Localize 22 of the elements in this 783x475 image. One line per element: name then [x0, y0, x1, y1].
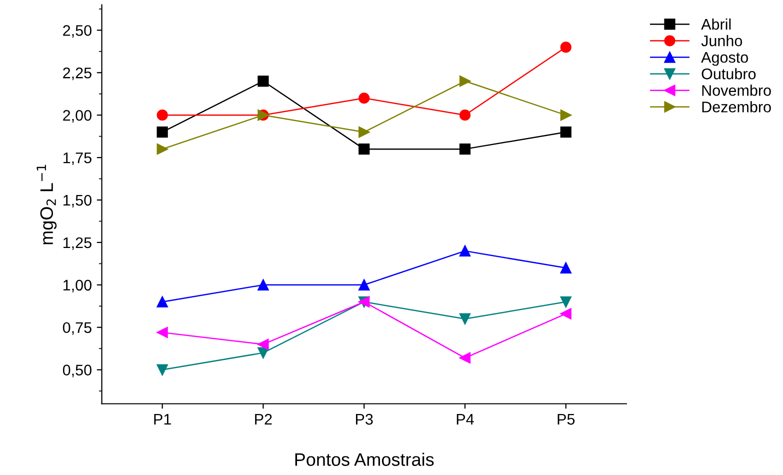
y-tick-label: 1,75	[64, 152, 92, 166]
legend-label: Dezembro	[702, 101, 771, 112]
legend-label: Abril	[701, 18, 731, 30]
legend-label: Novembro	[702, 84, 771, 96]
legend-label: Junho	[701, 35, 742, 46]
legend-label: Outubro	[702, 68, 756, 80]
x-tick-label: P4	[456, 414, 474, 425]
x-tick-label: P3	[356, 414, 373, 425]
x-axis-title: Pontos Amostrais	[295, 452, 434, 466]
x-tick-label: P5	[558, 414, 575, 425]
y-tick-label: 0,50	[62, 364, 92, 378]
y-tick-label: 1,50	[64, 194, 92, 208]
y-tick-label: 2,50	[63, 25, 92, 38]
y-axis-title: mgO$_{2}$ L$^{−1}$	[36, 164, 57, 244]
y-tick-label: 1,25	[64, 237, 92, 250]
y-tick-label: 2,25	[63, 68, 92, 80]
y-tick-label: 0,75	[62, 322, 92, 335]
x-tick-label: P2	[255, 414, 272, 425]
legend-label: Agosto	[701, 52, 748, 66]
y-tick-label: 2,00	[63, 110, 92, 123]
y-tick-label: 1,00	[64, 280, 92, 292]
x-tick-label: P1	[154, 414, 171, 425]
